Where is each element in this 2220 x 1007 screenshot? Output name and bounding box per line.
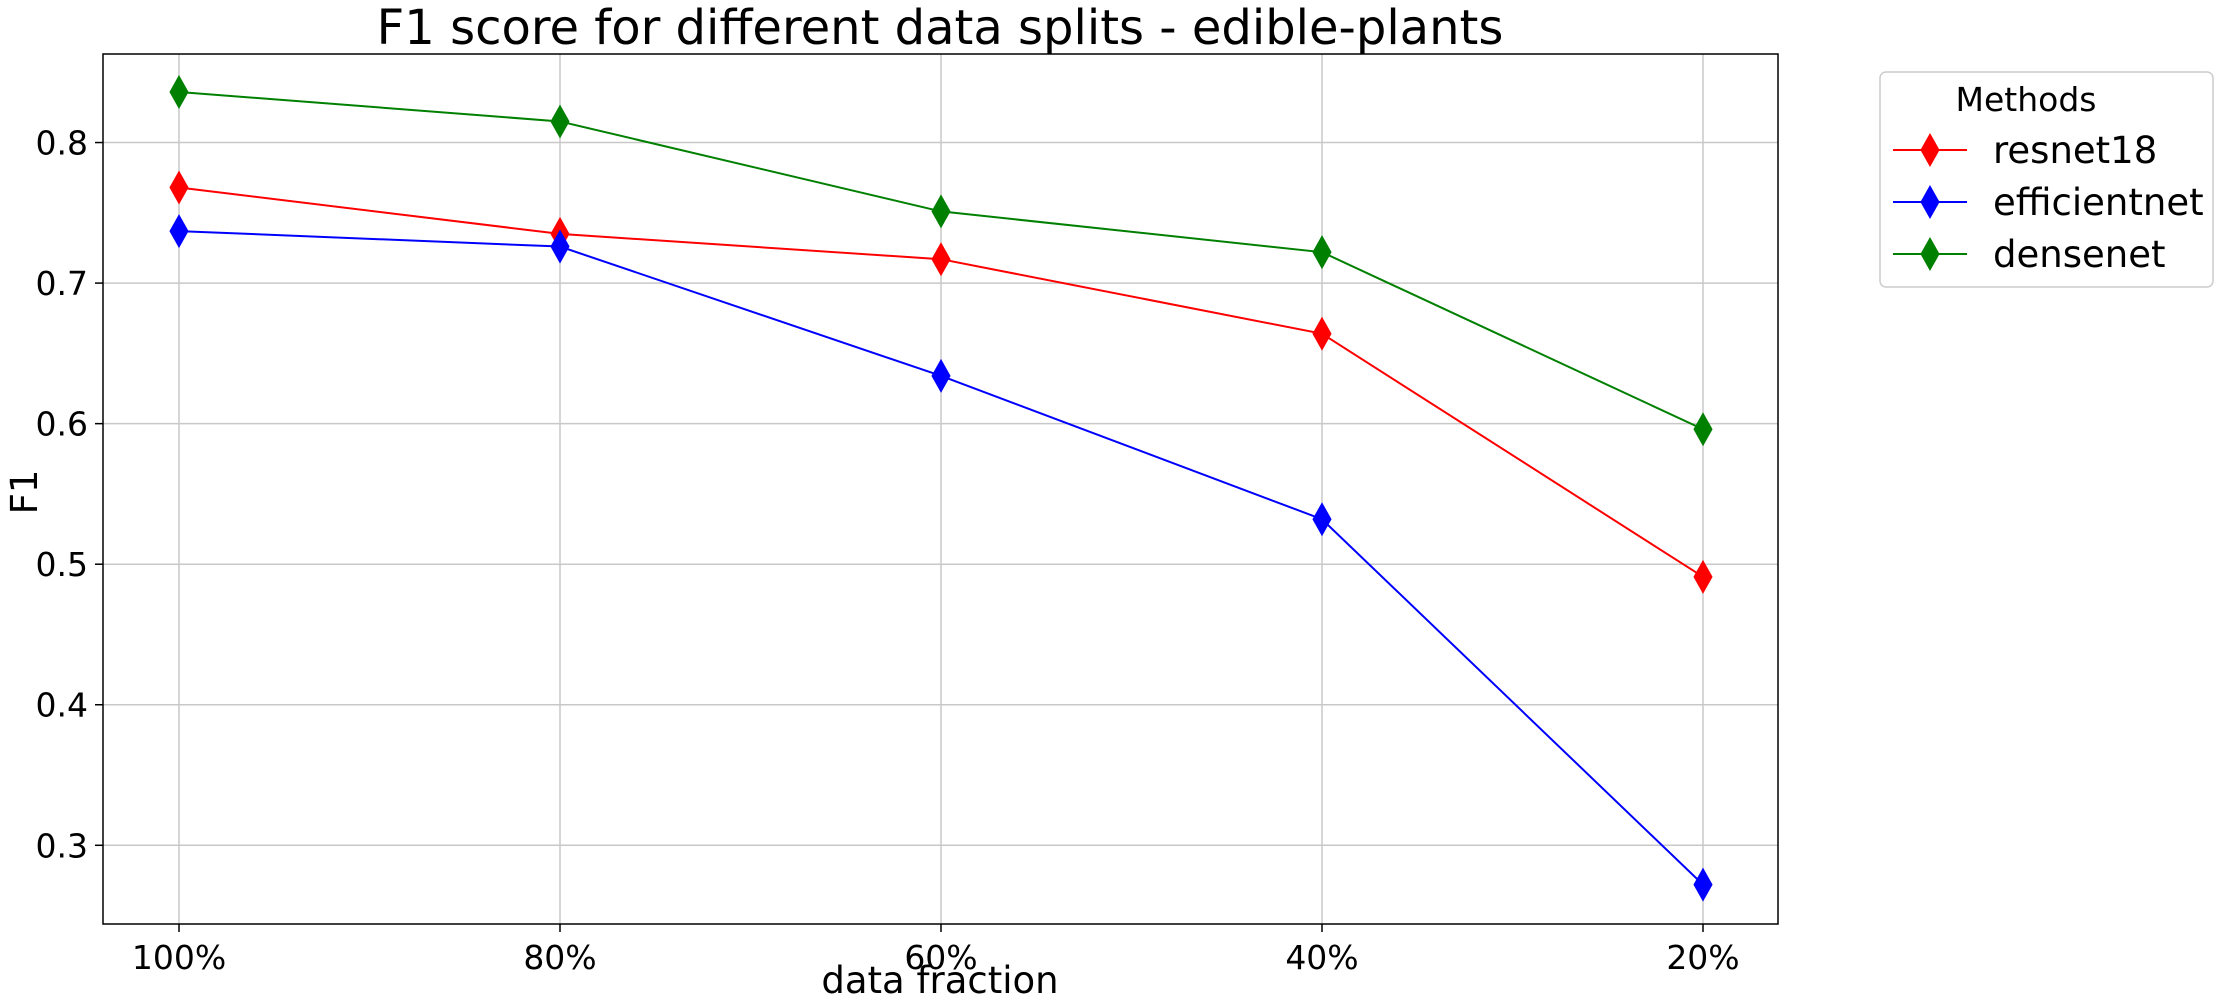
y-tick-label: 0.6 [36, 405, 88, 444]
legend-item-efficientnet: efficientnet [1893, 181, 2204, 224]
data-point-efficientnet [931, 358, 951, 393]
legend-label: densenet [1993, 233, 2165, 276]
legend-title: Methods [1956, 80, 2097, 119]
data-point-efficientnet [1312, 502, 1332, 537]
data-point-densenet [931, 194, 951, 229]
data-point-densenet [1312, 235, 1332, 270]
legend-entries: resnet18 efficientnet densenet [1893, 129, 2204, 276]
data-point-resnet18 [169, 170, 189, 205]
data-point-resnet18 [1693, 559, 1713, 594]
x-tick-label: 80% [523, 938, 596, 977]
data-point-densenet [1693, 412, 1713, 447]
x-tick-label: 40% [1285, 938, 1358, 977]
legend-box [1879, 71, 2214, 288]
x-tick-label: 60% [904, 938, 977, 977]
x-axis-label: data fraction [821, 959, 1058, 1002]
legend: Methods resnet18 efficientnet densenet [1879, 71, 2214, 288]
data-point-densenet [550, 104, 570, 139]
y-tick-label: 0.7 [36, 264, 88, 303]
data-point-resnet18 [931, 242, 951, 277]
chart-title: F1 score for different data splits - edi… [377, 0, 1504, 56]
grid [103, 54, 1778, 924]
data-point-resnet18 [1312, 316, 1332, 351]
legend-diamond-marker [1920, 132, 1940, 168]
legend-label: resnet18 [1993, 129, 2157, 172]
legend-label: efficientnet [1993, 181, 2204, 224]
legend-item-resnet18: resnet18 [1893, 129, 2157, 172]
data-point-efficientnet [169, 214, 189, 249]
series-efficientnet [169, 214, 1713, 902]
x-tick-label: 20% [1666, 938, 1739, 977]
data-point-efficientnet [550, 229, 570, 264]
series-group [169, 74, 1713, 902]
y-tick-label: 0.5 [36, 545, 88, 584]
legend-diamond-marker [1920, 236, 1940, 272]
legend-diamond-marker [1920, 184, 1940, 220]
y-axis-label: F1 [3, 470, 46, 515]
data-point-efficientnet [1693, 867, 1713, 902]
data-point-densenet [169, 74, 189, 109]
y-tick-label: 0.3 [36, 826, 88, 865]
series-densenet [169, 74, 1713, 447]
y-tick-label: 0.8 [36, 124, 88, 163]
legend-item-densenet: densenet [1893, 233, 2165, 276]
y-tick-label: 0.4 [36, 686, 88, 725]
axis-ticks: 100% 80% 60% 40% 20% 0.3 0.4 0.5 0.6 0.7 0.8 [36, 124, 1740, 977]
x-tick-label: 100% [132, 938, 226, 977]
